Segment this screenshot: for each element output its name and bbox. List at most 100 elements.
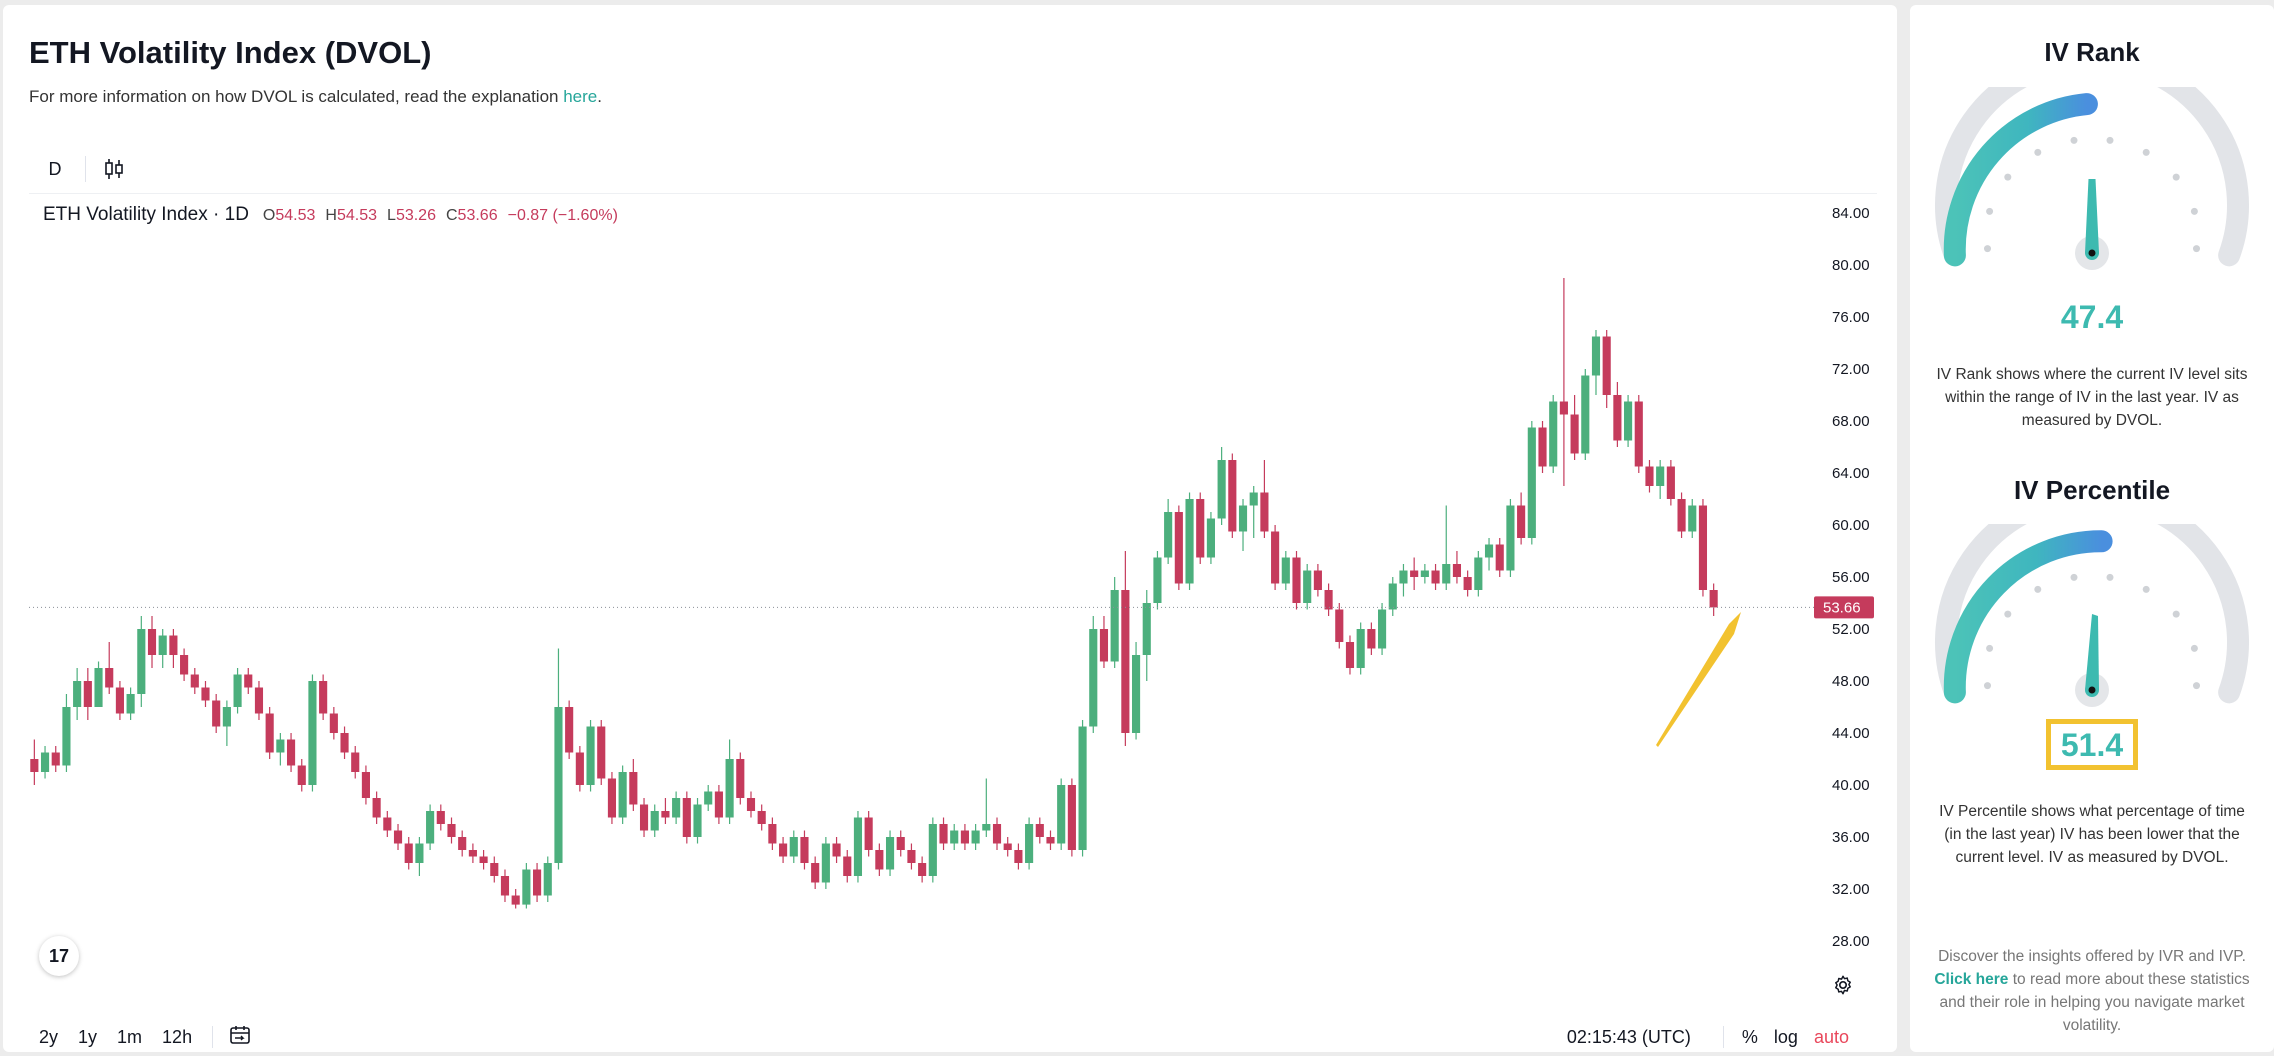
candle-body	[1003, 843, 1012, 850]
calendar-icon	[230, 1025, 250, 1044]
chart-type-button[interactable]	[92, 145, 136, 193]
candle-body	[800, 837, 809, 863]
y-axis-tick-label: 52.00	[1832, 621, 1870, 638]
x-axis-tick-label: 15	[529, 988, 547, 989]
candle-body	[83, 681, 92, 707]
legend-ohlc: O54.53 H54.53 L53.26 C53.66 −0.87 (−1.60…	[263, 207, 618, 225]
y-axis-tick-label: 64.00	[1832, 465, 1870, 482]
candle-body	[982, 824, 991, 831]
subtitle-text: For more information on how DVOL is calc…	[29, 87, 564, 106]
discover-outro: to read more about these statistics and …	[1939, 971, 2250, 1034]
candle-body	[1634, 401, 1643, 467]
candle-body	[105, 668, 114, 688]
candle-body	[244, 674, 253, 688]
utc-clock[interactable]: 02:15:43 (UTC)	[1566, 1026, 1691, 1047]
candle-body	[672, 798, 681, 818]
candle-body	[1078, 726, 1087, 850]
candle-body	[190, 674, 199, 688]
candle-body	[393, 830, 403, 844]
candle-body	[1025, 824, 1034, 863]
price-chart[interactable]: 84.00 80.00 76.00 72.00 68.00 64.00 60.00 56.00…	[29, 193, 1877, 995]
y-axis-tick-label: 56.00	[1832, 569, 1870, 586]
candle-body	[1645, 466, 1654, 486]
log-scale-button[interactable]: log	[1773, 1026, 1798, 1047]
candle-body	[1474, 557, 1483, 590]
candle-body	[875, 850, 884, 870]
x-axis-tick-label: 15	[758, 988, 776, 989]
candle-body	[971, 830, 980, 844]
y-axis-tick-label: 48.00	[1832, 673, 1870, 690]
candle-body	[1099, 629, 1109, 662]
candle-body	[51, 752, 60, 766]
candle-body	[704, 791, 713, 805]
toolbar-divider	[85, 156, 86, 182]
candle-body	[1463, 577, 1472, 590]
candle-body	[404, 843, 413, 863]
candle-body	[618, 772, 627, 818]
range-2y-button[interactable]: 2y	[39, 1026, 59, 1047]
candle-body	[650, 811, 659, 831]
candle-body	[1121, 590, 1130, 733]
candle-body	[500, 876, 510, 896]
candle-body	[1677, 499, 1686, 532]
candle-body	[554, 707, 563, 863]
candle-body	[1281, 557, 1290, 584]
candle-body	[1292, 557, 1301, 603]
candle-body	[1324, 590, 1333, 610]
candle-body	[222, 707, 231, 727]
candle-body	[661, 811, 670, 818]
candle-body	[736, 759, 745, 798]
candle-body	[1666, 466, 1675, 499]
candle-body	[1495, 544, 1504, 571]
candle-body	[511, 895, 520, 905]
chart-settings-button[interactable]	[1832, 974, 1854, 1001]
candle-body	[254, 687, 264, 714]
tradingview-logo[interactable]: 17	[39, 936, 79, 976]
interval-button[interactable]: D	[48, 158, 62, 179]
candle-body	[383, 817, 392, 831]
candle-body	[1688, 505, 1697, 532]
legend-low-value: 53.26	[395, 207, 436, 224]
range-12h-button[interactable]: 12h	[162, 1026, 193, 1047]
candle-body	[1624, 401, 1633, 441]
candlestick-icon	[105, 159, 123, 179]
candle-body	[533, 869, 542, 896]
candle-body	[1057, 785, 1066, 844]
candle-body	[180, 655, 189, 675]
range-1y-button[interactable]: 1y	[78, 1026, 98, 1047]
candle-body	[73, 681, 82, 707]
candlestick-chart[interactable]: 84.00 80.00 76.00 72.00 68.00 64.00 60.00 56.00…	[29, 194, 1877, 989]
explanation-link[interactable]: here	[563, 87, 598, 106]
y-axis-tick-label: 32.00	[1832, 881, 1870, 898]
bottom-bar-divider	[212, 1026, 214, 1048]
x-axis-tick-label: 2024	[1546, 988, 1582, 989]
legend-high-label: H	[325, 207, 337, 224]
candle-body	[265, 713, 274, 753]
candle-body	[286, 739, 296, 766]
legend-close-value: 53.66	[457, 207, 498, 224]
y-axis-tick-label: 80.00	[1832, 257, 1870, 274]
x-axis-tick-label: 15	[1658, 988, 1676, 989]
candle-body	[1196, 499, 1205, 558]
candle-body	[843, 856, 852, 876]
range-1m-button[interactable]: 1m	[117, 1026, 143, 1047]
iv-percentile-value: 51.4	[2045, 719, 2139, 770]
candle-body	[147, 629, 157, 655]
candle-body	[907, 850, 916, 863]
auto-scale-button[interactable]: auto	[1813, 1026, 1849, 1047]
candle-body	[1345, 642, 1355, 668]
candle-body	[1581, 375, 1590, 454]
percent-scale-button[interactable]: %	[1741, 1026, 1758, 1047]
x-axis-tick-label: Jul	[196, 988, 216, 989]
date-range-button[interactable]	[223, 1021, 257, 1054]
candle-body	[757, 811, 766, 824]
candle-body	[586, 726, 595, 785]
candle-body	[789, 837, 798, 857]
candle-body	[169, 635, 178, 655]
click-here-link[interactable]: Click here	[1934, 971, 2009, 988]
legend-open-label: O	[262, 207, 276, 224]
candle-body	[62, 707, 71, 766]
chart-bottom-bar: 2y 1y 1m 12h 02:15:43 (UTC) % log auto	[29, 1018, 1877, 1056]
candle-body	[1153, 557, 1162, 603]
candle-body	[746, 798, 756, 811]
